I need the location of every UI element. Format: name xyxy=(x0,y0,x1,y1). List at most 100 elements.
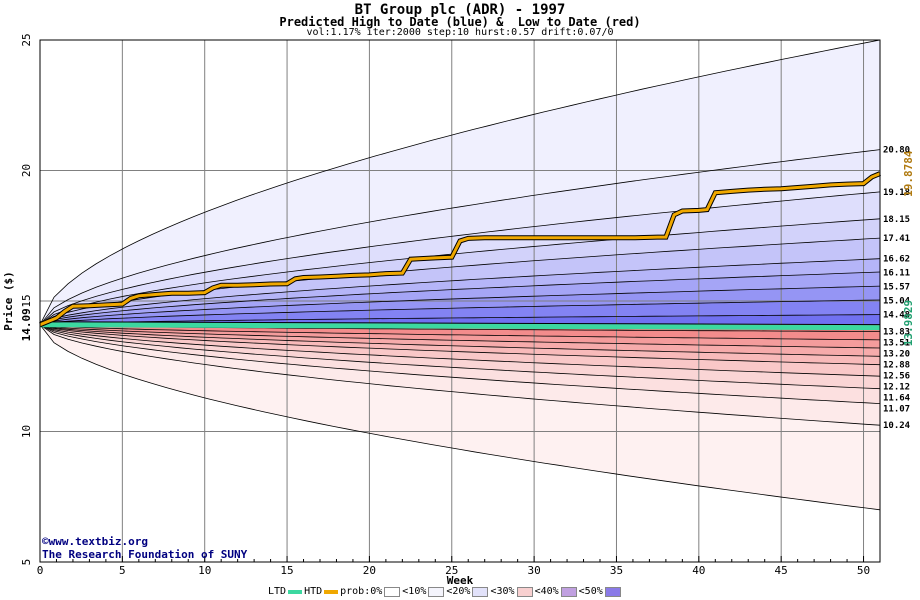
legend-label-2: prob:0% xyxy=(340,586,383,597)
low-band-6 xyxy=(40,324,880,377)
quantile-labels: 20.80 19.18 18.15 17.41 16.62 16.11 15.57 15.04… xyxy=(883,146,915,432)
legend-label-5: <30% xyxy=(490,586,515,597)
y-tick-label-20: 20 xyxy=(20,164,33,177)
ltd-line-edge xyxy=(39,321,881,326)
low-quantile-label-5: 12.12 xyxy=(883,383,910,393)
x-tick-label-0: 0 xyxy=(37,564,44,577)
x-tick-label-30: 30 xyxy=(527,564,540,577)
low-quantile-label-6: 11.64 xyxy=(883,394,911,404)
ltd-end-label: 13.9829 xyxy=(902,300,915,346)
x-tick-label-40: 40 xyxy=(692,564,705,577)
y-tick-label-5: 5 xyxy=(20,559,33,566)
high-quantile-label-4: 16.62 xyxy=(883,255,910,265)
start-price-label: 14.09 xyxy=(20,308,33,341)
high-quantile-label-0: 20.80 xyxy=(883,146,910,156)
chart-params: vol:1.17% iter:2000 step:10 hurst:0.57 d… xyxy=(306,27,614,38)
x-tick-label-35: 35 xyxy=(610,564,623,577)
high-band-5 xyxy=(40,258,880,325)
low-quantile-line-4 xyxy=(39,324,881,357)
quantile-lines xyxy=(39,39,881,511)
legend: LTD HTD prob:0% <10% <20% <30% <40% <50% xyxy=(268,586,623,598)
low-quantile-line-10 xyxy=(39,324,881,511)
y-tick-label-10: 10 xyxy=(20,425,33,438)
high-band-7 xyxy=(40,218,880,325)
high-quantile-line-9 xyxy=(39,149,881,326)
legend-label-3: <10% xyxy=(402,586,427,597)
htd-end-label: 19.8784 xyxy=(902,150,915,197)
high-band-2 xyxy=(40,300,880,325)
high-band-3 xyxy=(40,286,880,325)
y-axis-label: Price ($) xyxy=(2,271,15,331)
high-quantile-label-1: 19.18 xyxy=(883,188,910,198)
high-quantile-label-2: 18.15 xyxy=(883,215,910,225)
x-tick-label-50: 50 xyxy=(857,564,870,577)
probability-bands xyxy=(40,40,880,510)
x-tick-label-10: 10 xyxy=(198,564,211,577)
legend-marker-5 xyxy=(516,586,533,597)
high-quantile-line-5 xyxy=(39,258,881,326)
legend-marker-2 xyxy=(384,586,401,597)
high-quantile-label-8: 14.48 xyxy=(883,311,910,321)
low-quantile-line-8 xyxy=(39,324,881,404)
chart-title: BT Group plc (ADR) - 1997 xyxy=(354,2,566,18)
low-quantile-line-9 xyxy=(39,324,881,426)
low-band-8 xyxy=(40,324,880,404)
low-quantile-line-2 xyxy=(39,324,881,341)
low-quantile-line-7 xyxy=(39,324,881,390)
low-quantile-label-1: 13.51 xyxy=(883,339,910,349)
high-quantile-label-7: 15.04 xyxy=(883,297,911,307)
low-band-5 xyxy=(40,324,880,365)
high-band-9 xyxy=(40,149,880,325)
high-quantile-line-4 xyxy=(39,271,881,326)
low-band-7 xyxy=(40,324,880,389)
y-tick-label-25: 25 xyxy=(20,33,33,46)
high-quantile-label-5: 16.11 xyxy=(883,269,910,279)
low-band-2 xyxy=(40,324,880,340)
htd-line xyxy=(39,172,881,327)
low-quantile-label-4: 12.56 xyxy=(883,372,910,382)
ltd-line xyxy=(39,322,881,331)
legend-marker-7 xyxy=(604,586,621,597)
low-quantile-label-2: 13.20 xyxy=(883,350,910,360)
low-band-9 xyxy=(40,324,880,426)
legend-marker-6 xyxy=(560,586,577,597)
x-tick-label-45: 45 xyxy=(775,564,788,577)
low-quantile-line-6 xyxy=(39,324,881,377)
low-quantile-label-0: 13.83 xyxy=(883,328,910,338)
low-quantile-label-7: 11.07 xyxy=(883,405,910,415)
high-band-6 xyxy=(40,238,880,325)
high-quantile-line-10 xyxy=(39,39,881,325)
high-quantile-line-2 xyxy=(39,299,881,326)
legend-marker-1 xyxy=(324,589,339,594)
high-band-10 xyxy=(40,40,880,325)
legend-label-1: HTD xyxy=(304,586,323,597)
low-band-3 xyxy=(40,324,880,348)
legend-marker-4 xyxy=(472,586,489,597)
credit-org: The Research Foundation of SUNY xyxy=(42,548,248,561)
legend-marker-3 xyxy=(428,586,445,597)
low-quantile-line-3 xyxy=(39,324,881,349)
x-axis-label: Week xyxy=(447,574,474,587)
high-quantile-label-6: 15.57 xyxy=(883,283,910,293)
legend-label-6: <40% xyxy=(534,586,559,597)
credit-block: ©www.textbiz.org The Research Foundation… xyxy=(42,535,247,561)
high-quantile-line-8 xyxy=(39,191,881,326)
series-lines xyxy=(39,171,881,331)
high-quantile-label-3: 17.41 xyxy=(883,234,910,244)
credit-site-link[interactable]: ©www.textbiz.org xyxy=(42,535,148,548)
x-tick-label-15: 15 xyxy=(280,564,293,577)
legend-label-7: <50% xyxy=(578,586,603,597)
legend-marker-0 xyxy=(288,589,303,594)
x-tick-label-20: 20 xyxy=(363,564,376,577)
plot-frame xyxy=(39,39,881,563)
x-tick-label-5: 5 xyxy=(119,564,126,577)
low-quantile-line-5 xyxy=(39,324,881,366)
high-quantile-line-1 xyxy=(39,314,881,326)
low-quantile-label-3: 12.88 xyxy=(883,361,910,371)
high-quantile-line-7 xyxy=(39,218,881,326)
low-quantile-label-8: 10.24 xyxy=(883,421,911,431)
low-band-10 xyxy=(40,324,880,510)
legend-label-4: <20% xyxy=(446,586,471,597)
y-tick-label-15: 15 xyxy=(20,294,33,307)
